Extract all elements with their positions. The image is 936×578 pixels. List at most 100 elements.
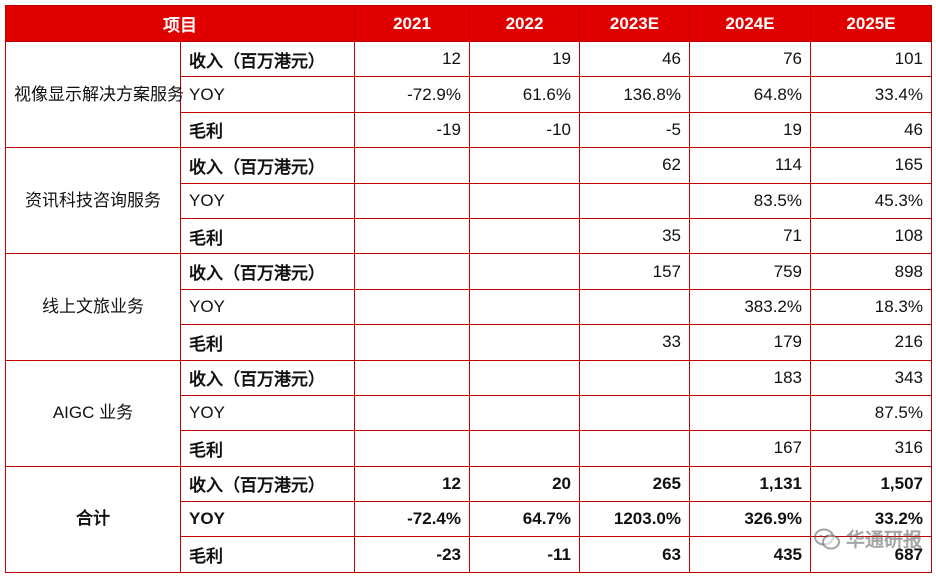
header-year: 2021 — [354, 5, 470, 42]
value-cell: 1,507 — [810, 465, 932, 503]
value-cell: 46 — [810, 111, 932, 149]
value-cell: -72.4% — [354, 501, 470, 538]
row-label: YOY — [180, 501, 355, 538]
row-label: 毛利 — [180, 217, 355, 255]
row-label: YOY — [180, 288, 355, 326]
value-cell — [354, 324, 470, 361]
segment-name: 资讯科技咨询服务 — [5, 147, 181, 255]
value-cell: 108 — [810, 217, 932, 255]
value-cell: 101 — [810, 40, 932, 78]
value-cell — [354, 359, 470, 396]
value-cell — [354, 217, 470, 255]
table-body: 视像显示解决方案服务 收入（百万港元） 12 19 46 76 101 YOY -72.9% 61… — [5, 40, 932, 574]
value-cell — [354, 253, 470, 290]
row-label: 收入（百万港元） — [180, 147, 355, 184]
value-cell: -19 — [354, 111, 470, 149]
value-cell — [469, 288, 580, 326]
value-cell: 216 — [810, 324, 932, 361]
value-cell: 83.5% — [689, 182, 811, 219]
value-cell: 19 — [689, 111, 811, 149]
header-year: 2024E — [689, 5, 811, 42]
value-cell — [469, 147, 580, 184]
row-label: YOY — [180, 76, 355, 113]
financial-forecast-table: 项目 2021 2022 2023E 2024E 2025E 视像显示解决方案服… — [5, 5, 932, 574]
segment-name: AIGC 业务 — [5, 359, 181, 467]
value-cell: -72.9% — [354, 76, 470, 113]
table-row: YOY 383.2% 18.3% — [6, 288, 932, 326]
row-label: 毛利 — [180, 536, 355, 573]
value-cell: 12 — [354, 465, 470, 503]
value-cell: 265 — [579, 465, 690, 503]
header-year: 2022 — [469, 5, 580, 42]
value-cell — [579, 430, 690, 467]
value-cell: 759 — [689, 253, 811, 290]
value-cell: 33.2% — [810, 501, 932, 538]
table-row: YOY -72.4% 64.7% 1203.0% 326.9% 33.2% — [6, 501, 932, 538]
table-row: 资讯科技咨询服务 收入（百万港元） 62 114 165 — [5, 147, 932, 255]
value-cell: 179 — [689, 324, 811, 361]
value-cell: 76 — [689, 40, 811, 78]
value-cell — [469, 217, 580, 255]
value-cell — [354, 182, 470, 219]
value-cell — [354, 147, 470, 184]
value-cell: 45.3% — [810, 182, 932, 219]
value-cell: 46 — [579, 40, 690, 78]
table-row: 毛利 35 71 108 — [6, 217, 932, 255]
value-cell: 63 — [579, 536, 690, 573]
value-cell: 165 — [810, 147, 932, 184]
value-cell: 62 — [579, 147, 690, 184]
value-cell: 61.6% — [469, 76, 580, 113]
table-row: YOY 87.5% — [6, 394, 932, 432]
value-cell: 33.4% — [810, 76, 932, 113]
value-cell: 898 — [810, 253, 932, 290]
row-label: 毛利 — [180, 324, 355, 361]
row-label: 收入（百万港元） — [180, 253, 355, 290]
value-cell — [579, 394, 690, 432]
value-cell: 326.9% — [689, 501, 811, 538]
row-label: 收入（百万港元） — [180, 359, 355, 396]
segment-name: 视像显示解决方案服务 — [5, 40, 184, 149]
value-cell — [469, 324, 580, 361]
header-year: 2023E — [579, 5, 690, 42]
table-row: YOY -72.9% 61.6% 136.8% 64.8% 33.4% — [6, 76, 932, 113]
row-label: 收入（百万港元） — [180, 465, 355, 503]
value-cell: 157 — [579, 253, 690, 290]
value-cell: 136.8% — [579, 76, 690, 113]
value-cell: 33 — [579, 324, 690, 361]
row-label: 毛利 — [180, 430, 355, 467]
header-item: 项目 — [5, 5, 355, 42]
value-cell — [354, 430, 470, 467]
table-row: 毛利 33 179 216 — [6, 324, 932, 361]
value-cell — [469, 359, 580, 396]
value-cell — [469, 182, 580, 219]
value-cell: 71 — [689, 217, 811, 255]
value-cell: -23 — [354, 536, 470, 573]
table-row: 视像显示解决方案服务 收入（百万港元） 12 19 46 76 101 — [5, 40, 932, 149]
value-cell — [354, 288, 470, 326]
value-cell: -5 — [579, 111, 690, 149]
header-year: 2025E — [810, 5, 932, 42]
row-label: YOY — [180, 182, 355, 219]
value-cell: 20 — [469, 465, 580, 503]
value-cell — [579, 288, 690, 326]
value-cell: 1203.0% — [579, 501, 690, 538]
value-cell: 18.3% — [810, 288, 932, 326]
value-cell: -10 — [469, 111, 580, 149]
table-row: 毛利 -19 -10 -5 19 46 — [6, 111, 932, 149]
segment-name: 线上文旅业务 — [5, 253, 181, 361]
value-cell: 64.7% — [469, 501, 580, 538]
value-cell: 1,131 — [689, 465, 811, 503]
value-cell — [469, 253, 580, 290]
value-cell: 316 — [810, 430, 932, 467]
value-cell: 64.8% — [689, 76, 811, 113]
table-row: 线上文旅业务 收入（百万港元） 157 759 898 — [5, 253, 932, 361]
value-cell: 343 — [810, 359, 932, 396]
table-row: 毛利 167 316 — [6, 430, 932, 467]
table-row: AIGC 业务 收入（百万港元） 183 343 — [5, 359, 932, 467]
value-cell: 114 — [689, 147, 811, 184]
value-cell — [689, 394, 811, 432]
value-cell — [469, 394, 580, 432]
row-label: 毛利 — [180, 111, 355, 149]
row-label: YOY — [180, 394, 355, 432]
table-row: 毛利 -23 -11 63 435 687 — [6, 536, 932, 573]
